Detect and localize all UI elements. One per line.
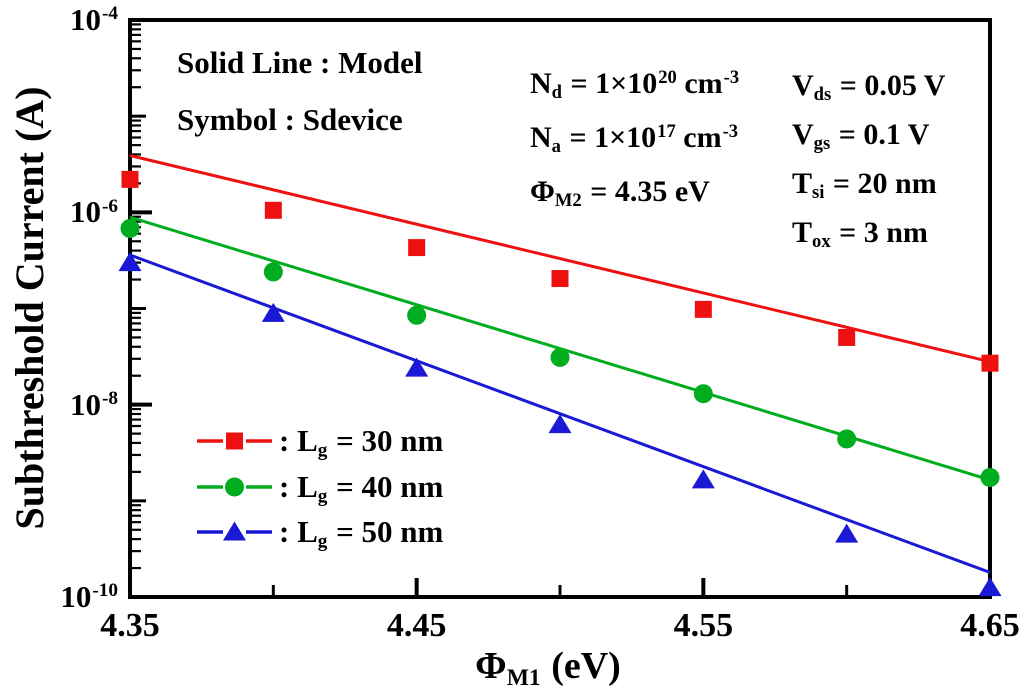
sdevice-point-square [408,239,426,257]
sdevice-point-square [551,270,569,288]
device-parameter: Na = 1×1017 cm-3 [530,120,739,158]
annotation-bias-params: Vds = 0.05 V Vgs = 0.1 V Tsi = 20 nm Tox = … [792,61,945,257]
sdevice-point-square [838,328,856,346]
sdevice-point-triangle [835,523,859,543]
annotation-solid-line-model: Solid Line : Model [177,45,423,80]
sdevice-point-square [264,201,282,219]
legend-item-label: : Lg = 50 nm [279,514,444,553]
sdevice-point-triangle [691,469,715,489]
sdevice-point-triangle [548,414,572,434]
legend-square-marker-icon [226,432,243,450]
legend-triangle-marker-icon [223,521,246,541]
sdevice-point-square [981,354,999,372]
device-parameter: Nd = 1×1020 cm-3 [530,66,740,104]
bias-parameter: Tsi = 20 nm [792,167,937,204]
y-axis-label: Subthreshold Current (A) [7,86,52,530]
x-tick-label: 4.55 [673,607,734,644]
x-tick-label: 4.35 [100,607,160,644]
bias-parameter: Vgs = 0.1 V [792,118,930,155]
sdevice-point-triangle [405,357,429,377]
sdevice-point-circle [550,347,570,367]
y-tick-label: 10-10 [60,579,118,614]
sdevice-point-triangle [978,577,1002,597]
x-axis-label: ΦM1 (eV) [475,645,621,691]
sdevice-point-circle [407,305,427,325]
bias-parameter: Vds = 0.05 V [792,69,946,106]
x-tick-label: 4.65 [960,607,1020,644]
model-line [129,154,991,364]
sdevice-point-triangle [261,302,285,322]
model-line [129,253,991,574]
y-tick-label: 10-4 [70,2,118,37]
device-parameter: ΦM2 = 4.35 eV [530,175,710,212]
sdevice-point-square [121,170,139,188]
sdevice-point-circle [980,467,1000,487]
sdevice-point-circle [120,218,140,238]
sdevice-point-square [694,300,712,318]
legend-item-label: : Lg = 30 nm [279,423,444,462]
sdevice-point-circle [263,262,283,282]
bias-parameter: Tox = 3 nm [792,216,928,253]
legend-circle-marker-icon [225,477,244,497]
legend-item-label: : Lg = 40 nm [279,469,444,508]
annotation-device-params: Nd = 1×1020 cm-3 Na = 1×1017 cm-3 ΦM2 = 4.… [530,57,739,219]
y-tick-label: 10-6 [70,194,118,230]
sdevice-point-circle [693,384,713,404]
annotation-symbol-sdevice: Symbol : Sdevice [177,102,403,137]
y-tick-label: 10-8 [70,386,118,422]
sdevice-point-circle [837,429,857,449]
sdevice-point-triangle [118,252,142,272]
plot-frame [128,18,992,599]
x-tick-label: 4.45 [386,607,447,644]
